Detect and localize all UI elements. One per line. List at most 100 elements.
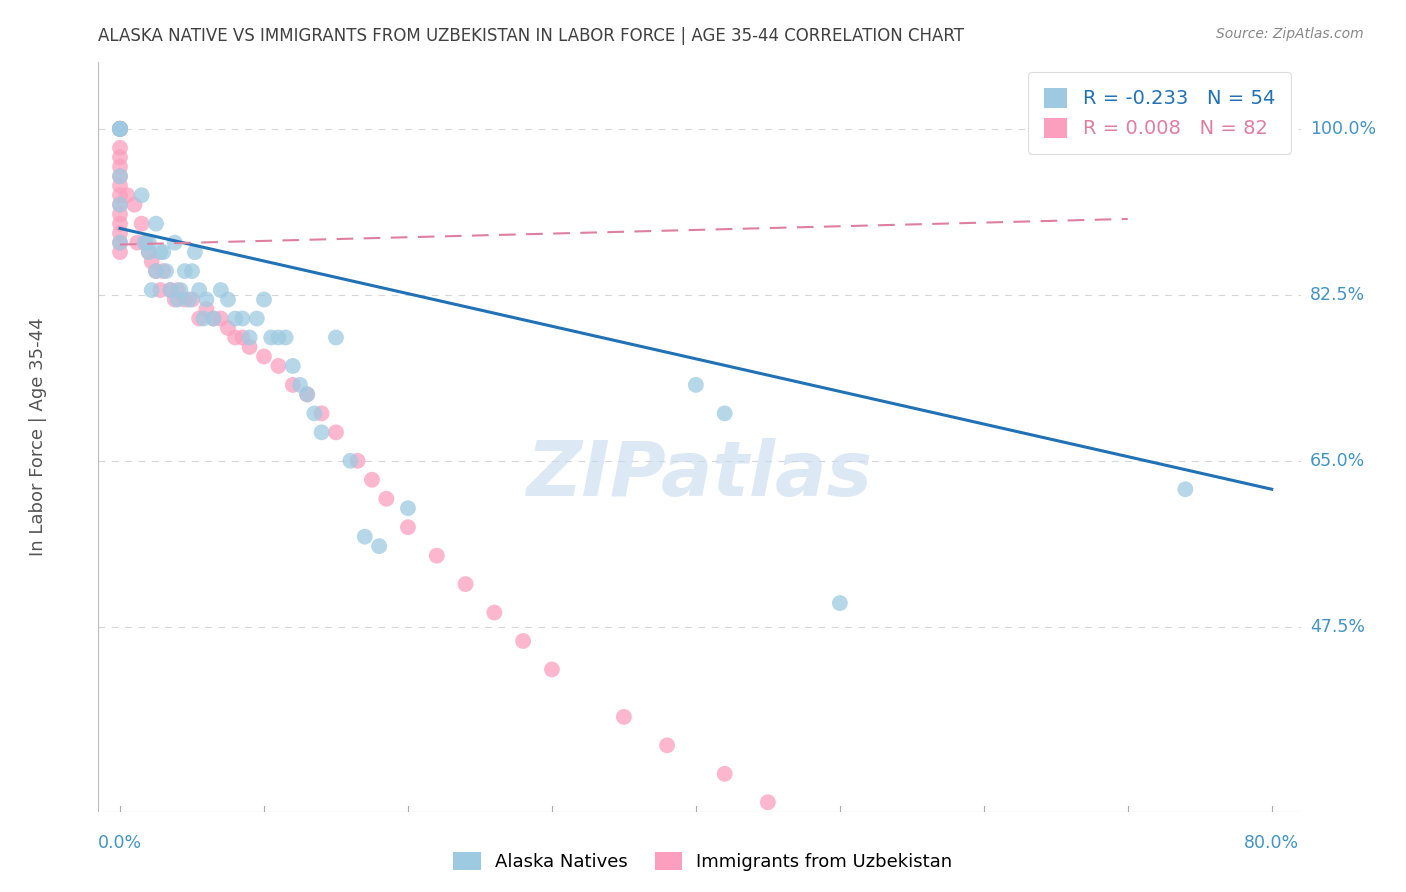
Point — [426, 549, 449, 563]
Point — [166, 293, 188, 307]
Point — [311, 406, 333, 420]
Point — [108, 235, 131, 250]
Point — [108, 188, 131, 202]
Point — [108, 121, 131, 136]
Point — [353, 530, 375, 544]
Point — [108, 121, 131, 136]
Point — [138, 245, 160, 260]
Point — [253, 293, 276, 307]
Point — [141, 254, 163, 268]
Point — [108, 150, 131, 164]
Point — [685, 378, 707, 392]
Point — [134, 235, 156, 250]
Point — [173, 264, 195, 278]
Point — [181, 293, 204, 307]
Point — [108, 217, 131, 231]
Point — [209, 311, 232, 326]
Point — [858, 843, 880, 857]
Point — [131, 188, 153, 202]
Point — [108, 121, 131, 136]
Point — [108, 141, 131, 155]
Point — [108, 160, 131, 174]
Point — [202, 311, 225, 326]
Point — [368, 539, 391, 553]
Point — [108, 121, 131, 136]
Point — [231, 311, 253, 326]
Point — [193, 311, 215, 326]
Text: ZIPatlas: ZIPatlas — [526, 438, 873, 511]
Point — [145, 264, 167, 278]
Text: ALASKA NATIVE VS IMMIGRANTS FROM UZBEKISTAN IN LABOR FORCE | AGE 35-44 CORRELATI: ALASKA NATIVE VS IMMIGRANTS FROM UZBEKIS… — [98, 27, 965, 45]
Point — [188, 311, 211, 326]
Legend: R = -0.233   N = 54, R = 0.008   N = 82: R = -0.233 N = 54, R = 0.008 N = 82 — [1028, 72, 1291, 154]
Point — [138, 245, 160, 260]
Point — [195, 301, 218, 316]
Point — [267, 330, 290, 344]
Point — [181, 264, 204, 278]
Point — [304, 406, 326, 420]
Point — [346, 454, 368, 468]
Point — [281, 378, 304, 392]
Point — [295, 387, 318, 401]
Point — [108, 235, 131, 250]
Point — [169, 283, 191, 297]
Point — [108, 197, 131, 211]
Point — [179, 293, 201, 307]
Point — [166, 283, 188, 297]
Text: In Labor Force | Age 35-44: In Labor Force | Age 35-44 — [30, 318, 48, 557]
Point — [188, 283, 211, 297]
Point — [108, 207, 131, 221]
Point — [108, 245, 131, 260]
Point — [274, 330, 297, 344]
Point — [281, 359, 304, 373]
Point — [108, 121, 131, 136]
Point — [756, 795, 779, 809]
Point — [828, 596, 851, 610]
Point — [800, 814, 823, 829]
Point — [224, 330, 246, 344]
Point — [973, 890, 995, 892]
Point — [108, 121, 131, 136]
Point — [152, 245, 174, 260]
Point — [246, 311, 269, 326]
Point — [108, 178, 131, 193]
Point — [396, 520, 419, 534]
Point — [115, 188, 138, 202]
Point — [512, 634, 534, 648]
Point — [943, 880, 966, 892]
Point — [541, 663, 564, 677]
Point — [224, 311, 246, 326]
Text: 0.0%: 0.0% — [98, 834, 142, 852]
Point — [288, 378, 311, 392]
Point — [163, 235, 186, 250]
Point — [173, 293, 195, 307]
Point — [149, 245, 172, 260]
Point — [267, 359, 290, 373]
Point — [108, 121, 131, 136]
Point — [152, 264, 174, 278]
Point — [108, 226, 131, 240]
Point — [484, 606, 506, 620]
Point — [108, 121, 131, 136]
Point — [239, 340, 262, 354]
Point — [260, 330, 283, 344]
Point — [149, 283, 172, 297]
Point — [915, 871, 938, 885]
Point — [108, 197, 131, 211]
Point — [311, 425, 333, 440]
Point — [713, 406, 735, 420]
Point — [325, 425, 347, 440]
Point — [184, 245, 207, 260]
Point — [828, 833, 851, 847]
Point — [159, 283, 181, 297]
Point — [108, 121, 131, 136]
Text: 80.0%: 80.0% — [1244, 834, 1299, 852]
Text: 65.0%: 65.0% — [1310, 451, 1365, 470]
Point — [325, 330, 347, 344]
Point — [202, 311, 225, 326]
Point — [655, 739, 678, 753]
Point — [361, 473, 384, 487]
Point — [108, 121, 131, 136]
Point — [231, 330, 253, 344]
Point — [108, 121, 131, 136]
